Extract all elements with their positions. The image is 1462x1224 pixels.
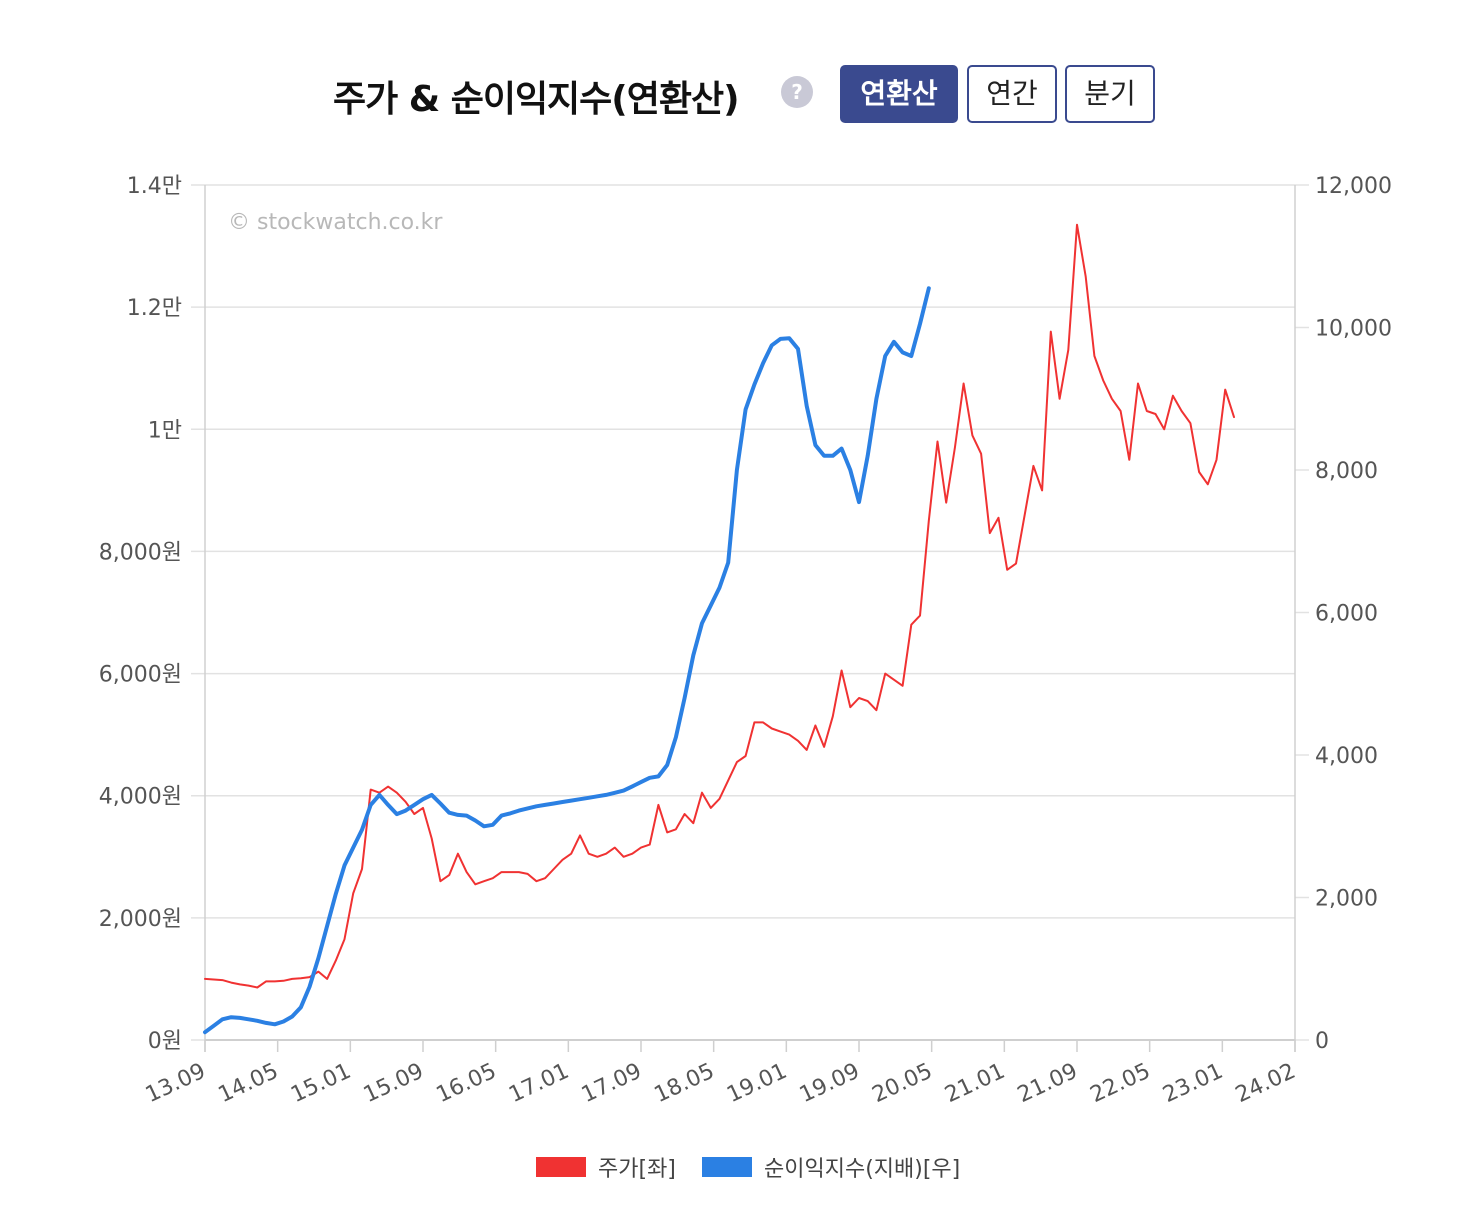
x-tick-label: 24.02 bbox=[1232, 1059, 1300, 1108]
y-right-tick-label: 6,000 bbox=[1315, 602, 1378, 627]
y-right-tick-label: 2,000 bbox=[1315, 887, 1378, 912]
y-left-tick-label: 1.4만 bbox=[127, 174, 182, 199]
x-tick-label: 13.09 bbox=[142, 1059, 210, 1108]
y-left-tick-label: 1.2만 bbox=[127, 296, 182, 321]
series-line-price[interactable] bbox=[204, 223, 1235, 989]
y-right-tick-label: 4,000 bbox=[1315, 744, 1378, 769]
legend-item-price[interactable]: 주가[좌] bbox=[536, 1150, 676, 1184]
y-left-tick-label: 6,000원 bbox=[99, 663, 182, 688]
x-tick-label: 19.01 bbox=[723, 1059, 791, 1108]
y-left-tick-label: 0원 bbox=[148, 1029, 182, 1054]
x-tick-label: 14.05 bbox=[215, 1059, 283, 1108]
x-tick-label: 22.05 bbox=[1087, 1059, 1155, 1108]
y-left-tick-label: 4,000원 bbox=[99, 785, 182, 810]
x-tick-label: 17.09 bbox=[578, 1059, 646, 1108]
watermark: © stockwatch.co.kr bbox=[228, 210, 443, 235]
price-earnings-chart: © stockwatch.co.kr 0원 2,000원 4,000원 6,000원 8… bbox=[99, 174, 1392, 1108]
tab-quarterly[interactable]: 분기 bbox=[1065, 65, 1155, 123]
x-tick-label: 21.09 bbox=[1014, 1059, 1082, 1108]
y-right-tick-label: 8,000 bbox=[1315, 459, 1378, 484]
tab-annualized[interactable]: 연환산 bbox=[840, 65, 958, 123]
series-line-earnings[interactable] bbox=[203, 286, 931, 1035]
legend-label-price: 주가[좌] bbox=[598, 1157, 676, 1182]
legend-item-earnings[interactable]: 순이익지수(지배)[우] bbox=[702, 1150, 960, 1184]
help-icon[interactable]: ? bbox=[781, 76, 813, 108]
x-tick-label: 16.05 bbox=[433, 1059, 501, 1108]
x-tick-label: 18.05 bbox=[651, 1059, 719, 1108]
y-left-tick-label: 8,000원 bbox=[99, 540, 182, 565]
x-tick-label: 19.09 bbox=[796, 1059, 864, 1108]
x-tick-label: 23.01 bbox=[1159, 1059, 1227, 1108]
legend-swatch-price bbox=[536, 1157, 586, 1177]
tab-annual[interactable]: 연간 bbox=[967, 65, 1057, 123]
y-right-tick-label: 10,000 bbox=[1315, 317, 1392, 342]
y-right-tick-label: 12,000 bbox=[1315, 174, 1392, 199]
y-right-tick-label: 0 bbox=[1315, 1029, 1329, 1054]
x-tick-label: 15.09 bbox=[360, 1059, 428, 1108]
y-left-tick-label: 1만 bbox=[148, 418, 182, 443]
x-tick-label: 20.05 bbox=[869, 1059, 937, 1108]
chart-header: 주가 & 순이익지수(연환산) ? 연환산 연간 분기 bbox=[0, 62, 1462, 126]
x-tick-label: 21.01 bbox=[941, 1059, 1009, 1108]
x-tick-label: 17.01 bbox=[505, 1059, 573, 1108]
chart-legend: 주가[좌] 순이익지수(지배)[우] bbox=[0, 1150, 1462, 1184]
chart-title: 주가 & 순이익지수(연환산) bbox=[333, 79, 740, 120]
legend-label-earnings: 순이익지수(지배)[우] bbox=[764, 1157, 961, 1182]
y-left-tick-label: 2,000원 bbox=[99, 907, 182, 932]
legend-swatch-earnings bbox=[702, 1157, 752, 1177]
x-tick-label: 15.01 bbox=[287, 1059, 355, 1108]
